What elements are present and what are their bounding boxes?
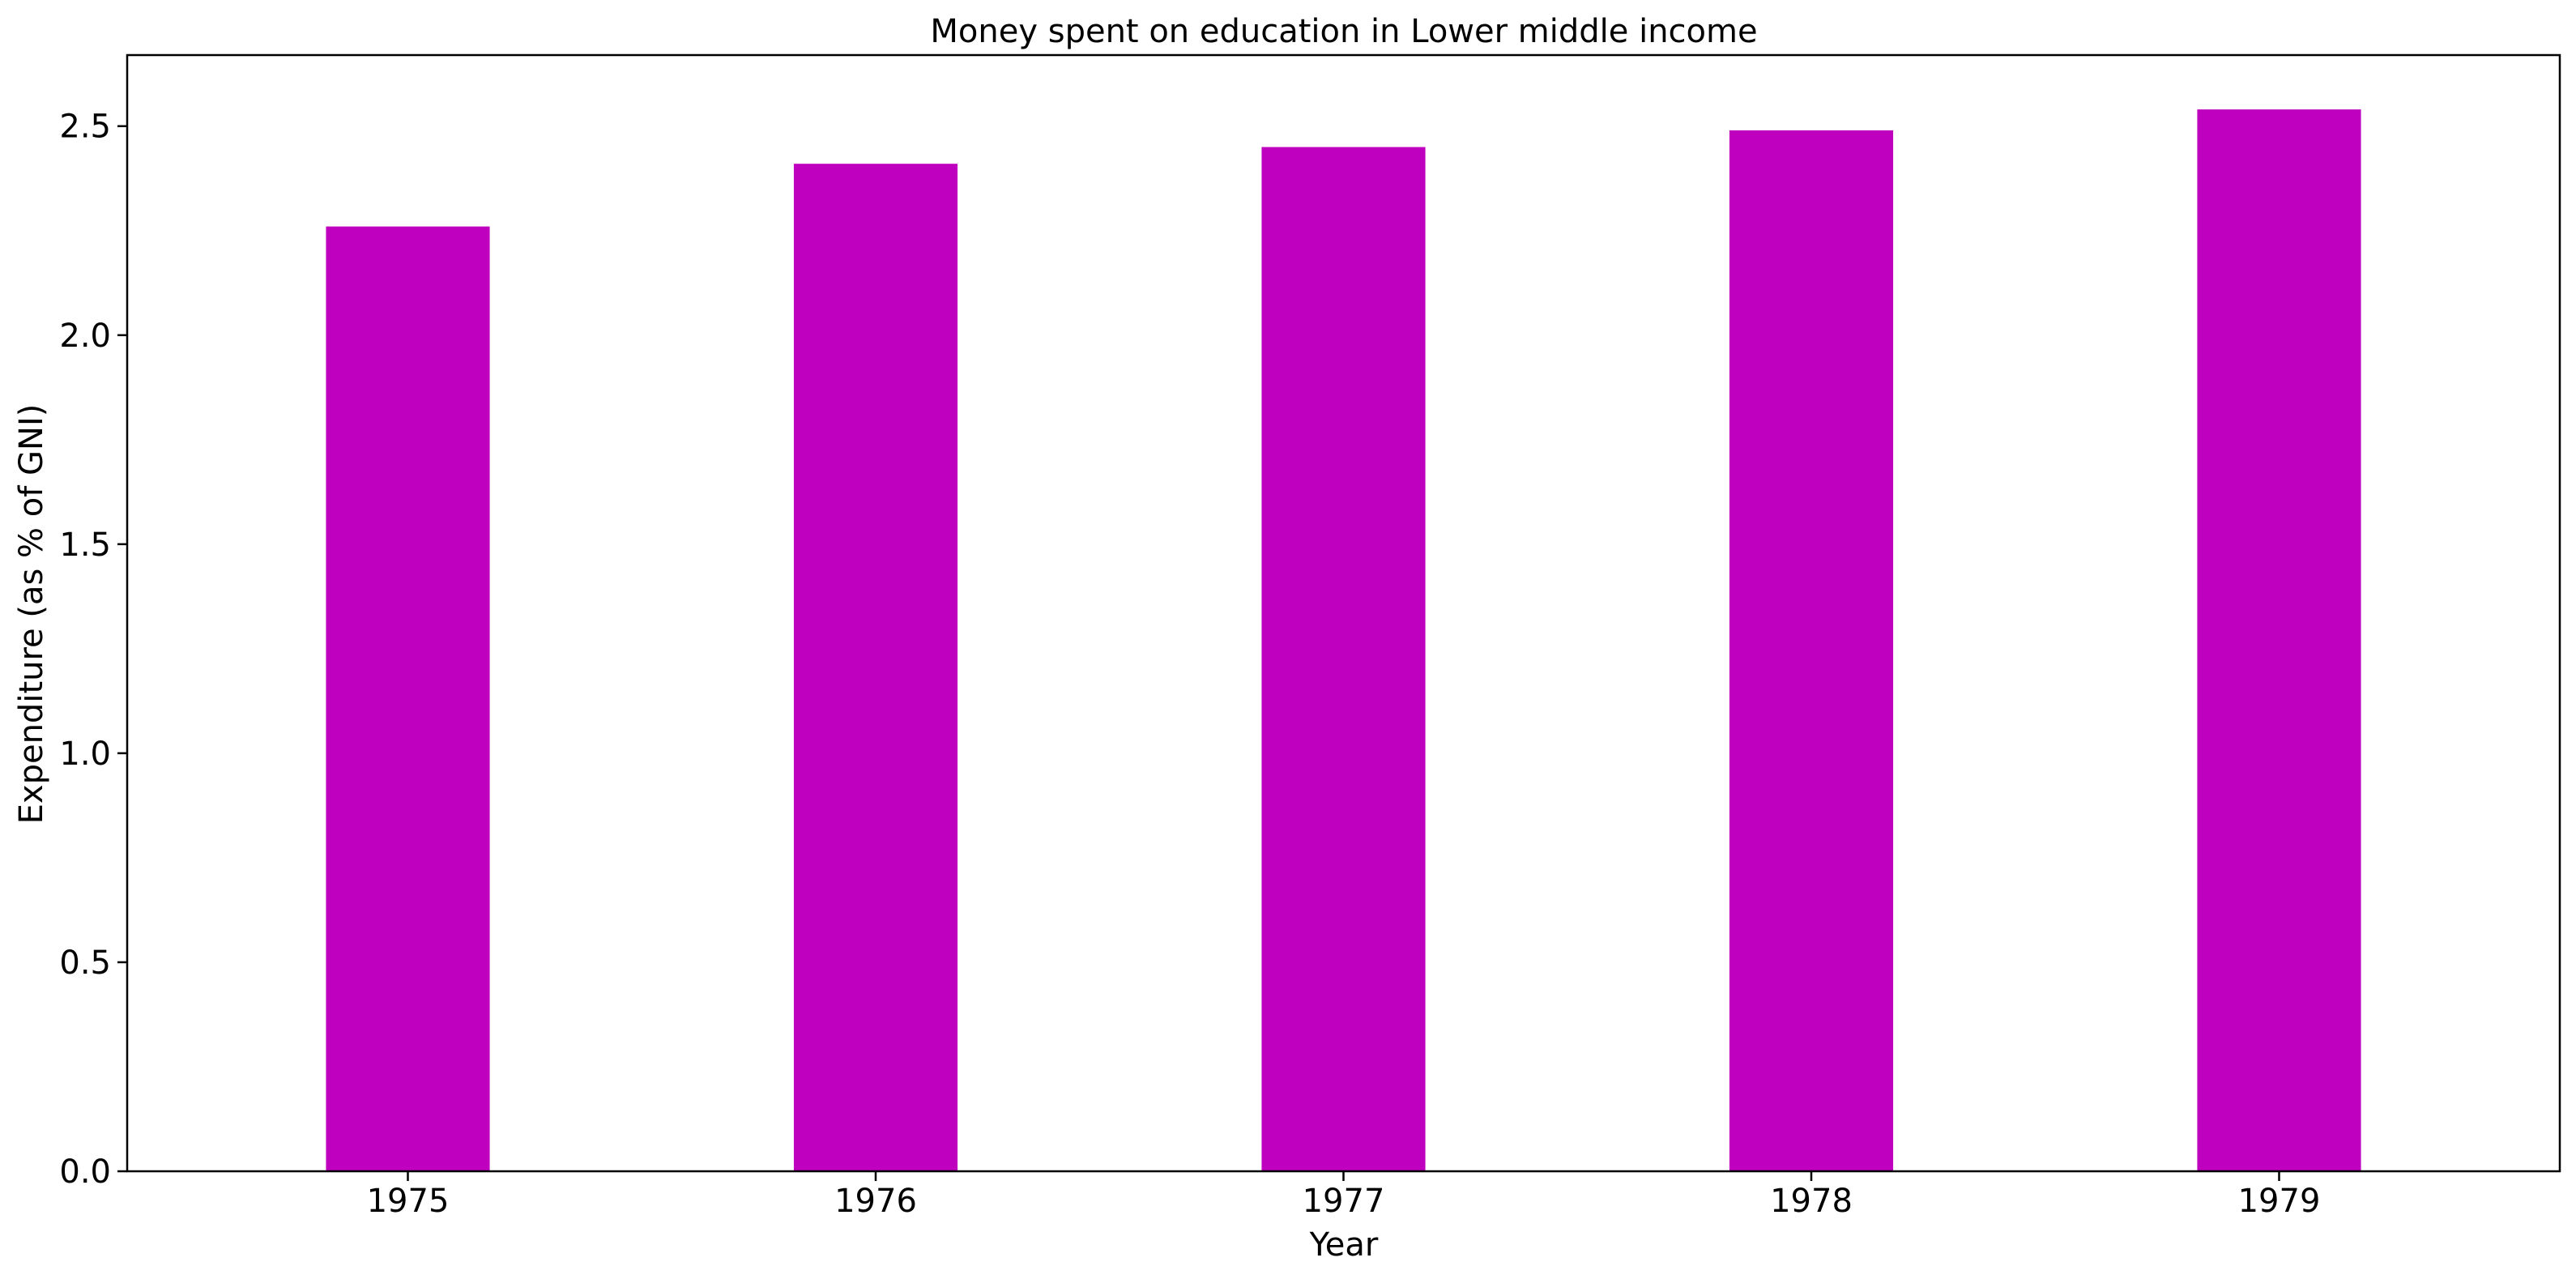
y-tick-label-1.5: 1.5 (59, 527, 111, 564)
bar-1976 (793, 164, 958, 1172)
bar-1977 (1261, 147, 1426, 1171)
bars-group (326, 109, 2361, 1172)
y-tick-label-0.0: 0.0 (59, 1153, 111, 1191)
y-tick-label-2.0: 2.0 (59, 318, 111, 355)
bar-1979 (2197, 109, 2361, 1171)
x-axis-label: Year (1309, 1226, 1379, 1264)
x-axis-ticks: 1975 1976 1977 1978 1979 (367, 1171, 2321, 1220)
y-axis-ticks: 0.0 0.5 1.0 1.5 2.0 2.5 (59, 109, 127, 1191)
x-tick-label-1978: 1978 (1770, 1183, 1853, 1220)
plot-area-frame (126, 53, 2561, 1173)
y-axis-label: Expenditure (as % of GNI) (13, 404, 50, 825)
x-tick-label-1975: 1975 (367, 1183, 450, 1220)
x-tick-label-1979: 1979 (2238, 1183, 2321, 1220)
y-tick-label-1.0: 1.0 (59, 735, 111, 773)
y-tick-label-0.5: 0.5 (59, 944, 111, 982)
bar-1978 (1729, 130, 1894, 1171)
y-tick-label-2.5: 2.5 (59, 109, 111, 146)
x-tick-label-1977: 1977 (1303, 1183, 1385, 1220)
x-tick-label-1976: 1976 (834, 1183, 917, 1220)
chart-title: Money spent on education in Lower middle… (930, 13, 1757, 50)
bar-1975 (326, 226, 490, 1171)
